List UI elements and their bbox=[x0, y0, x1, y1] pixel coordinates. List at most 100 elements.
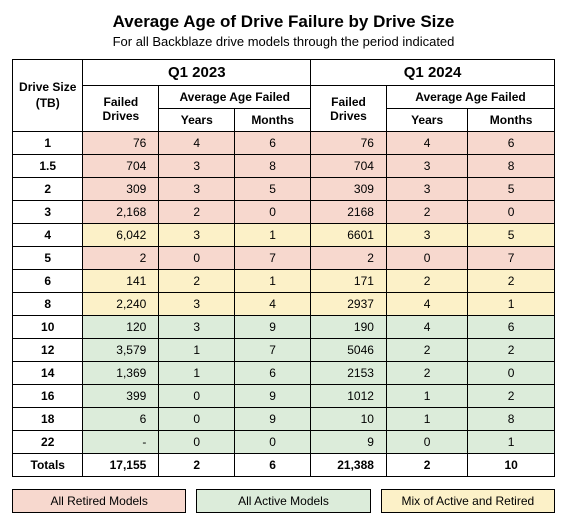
table-cell: 3,579 bbox=[83, 339, 159, 362]
table-cell: 10 bbox=[13, 316, 83, 339]
table-cell: 4 bbox=[159, 132, 235, 155]
table-cell: 0 bbox=[468, 362, 555, 385]
table-cell: 12 bbox=[13, 339, 83, 362]
header-avg-age-2: Average Age Failed bbox=[386, 86, 554, 109]
header-months-1: Months bbox=[235, 109, 311, 132]
table-cell: 3 bbox=[386, 155, 467, 178]
table-cell: - bbox=[83, 431, 159, 454]
table-cell: 4 bbox=[386, 293, 467, 316]
table-cell: 0 bbox=[386, 247, 467, 270]
table-cell: 2937 bbox=[311, 293, 387, 316]
header-failed-drives-2: FailedDrives bbox=[311, 86, 387, 132]
table-cell: 9 bbox=[311, 431, 387, 454]
table-cell: 6 bbox=[468, 132, 555, 155]
table-row: 82,24034293741 bbox=[13, 293, 555, 316]
table-row: 22-00901 bbox=[13, 431, 555, 454]
table-row: 5207207 bbox=[13, 247, 555, 270]
table-cell: 2,240 bbox=[83, 293, 159, 316]
totals-label: Totals bbox=[13, 454, 83, 477]
table-cell: 2153 bbox=[311, 362, 387, 385]
table-cell: 18 bbox=[13, 408, 83, 431]
table-cell: 6 bbox=[235, 132, 311, 155]
table-cell: 309 bbox=[311, 178, 387, 201]
table-cell: 5 bbox=[468, 178, 555, 201]
table-cell: 0 bbox=[159, 431, 235, 454]
table-cell: 2 bbox=[386, 201, 467, 224]
legend-active: All Active Models bbox=[196, 489, 370, 513]
table-cell: 0 bbox=[159, 408, 235, 431]
table-row: 101203919046 bbox=[13, 316, 555, 339]
header-drive-size: Drive Size(TB) bbox=[13, 60, 83, 132]
table-cell: 76 bbox=[311, 132, 387, 155]
table-cell: 2 bbox=[386, 362, 467, 385]
table-row: 123,57917504622 bbox=[13, 339, 555, 362]
page-subtitle: For all Backblaze drive models through t… bbox=[12, 34, 555, 49]
table-cell: 1 bbox=[159, 362, 235, 385]
table-cell: 8 bbox=[468, 408, 555, 431]
table-row: 61412117122 bbox=[13, 270, 555, 293]
table-cell: 704 bbox=[83, 155, 159, 178]
table-row: 1.57043870438 bbox=[13, 155, 555, 178]
table-cell: 8 bbox=[13, 293, 83, 316]
table-cell: 6,042 bbox=[83, 224, 159, 247]
table-cell: 1012 bbox=[311, 385, 387, 408]
table-cell: 10 bbox=[311, 408, 387, 431]
table-cell: 2 bbox=[386, 339, 467, 362]
table-cell: 2 bbox=[468, 339, 555, 362]
totals-m2: 10 bbox=[468, 454, 555, 477]
table-row: 141,36916215320 bbox=[13, 362, 555, 385]
header-years-2: Years bbox=[386, 109, 467, 132]
table-cell: 5 bbox=[468, 224, 555, 247]
table-cell: 22 bbox=[13, 431, 83, 454]
table-cell: 1 bbox=[13, 132, 83, 155]
table-cell: 3 bbox=[159, 224, 235, 247]
table-cell: 6 bbox=[235, 362, 311, 385]
table-cell: 2,168 bbox=[83, 201, 159, 224]
totals-row: Totals 17,155 2 6 21,388 2 10 bbox=[13, 454, 555, 477]
table-cell: 3 bbox=[159, 293, 235, 316]
header-years-1: Years bbox=[159, 109, 235, 132]
table-cell: 2 bbox=[159, 201, 235, 224]
table-cell: 190 bbox=[311, 316, 387, 339]
table-cell: 120 bbox=[83, 316, 159, 339]
table-cell: 1 bbox=[468, 431, 555, 454]
table-cell: 9 bbox=[235, 408, 311, 431]
table-cell: 2 bbox=[159, 270, 235, 293]
table-cell: 3 bbox=[159, 316, 235, 339]
table-cell: 8 bbox=[235, 155, 311, 178]
page-title: Average Age of Drive Failure by Drive Si… bbox=[12, 12, 555, 32]
table-cell: 8 bbox=[468, 155, 555, 178]
table-cell: 1.5 bbox=[13, 155, 83, 178]
totals-y1: 2 bbox=[159, 454, 235, 477]
table-cell: 4 bbox=[386, 316, 467, 339]
header-months-2: Months bbox=[468, 109, 555, 132]
table-row: 1639909101212 bbox=[13, 385, 555, 408]
table-cell: 3 bbox=[13, 201, 83, 224]
table-cell: 1 bbox=[235, 224, 311, 247]
table-cell: 14 bbox=[13, 362, 83, 385]
table-row: 46,04231660135 bbox=[13, 224, 555, 247]
table-cell: 2 bbox=[311, 247, 387, 270]
table-cell: 2168 bbox=[311, 201, 387, 224]
header-avg-age-1: Average Age Failed bbox=[159, 86, 311, 109]
table-cell: 3 bbox=[386, 178, 467, 201]
table-cell: 2 bbox=[83, 247, 159, 270]
table-row: 32,16820216820 bbox=[13, 201, 555, 224]
table-cell: 2 bbox=[13, 178, 83, 201]
table-cell: 1 bbox=[468, 293, 555, 316]
table-cell: 6601 bbox=[311, 224, 387, 247]
table-cell: 9 bbox=[235, 316, 311, 339]
header-period-2: Q1 2024 bbox=[311, 60, 555, 86]
table-cell: 1 bbox=[235, 270, 311, 293]
table-cell: 0 bbox=[159, 385, 235, 408]
table-cell: 5046 bbox=[311, 339, 387, 362]
table-cell: 2 bbox=[386, 270, 467, 293]
table-cell: 6 bbox=[468, 316, 555, 339]
table-cell: 3 bbox=[386, 224, 467, 247]
table-cell: 7 bbox=[235, 247, 311, 270]
table-cell: 4 bbox=[386, 132, 467, 155]
legend: All Retired Models All Active Models Mix… bbox=[12, 489, 555, 513]
table-cell: 6 bbox=[83, 408, 159, 431]
table-cell: 141 bbox=[83, 270, 159, 293]
table-cell: 171 bbox=[311, 270, 387, 293]
